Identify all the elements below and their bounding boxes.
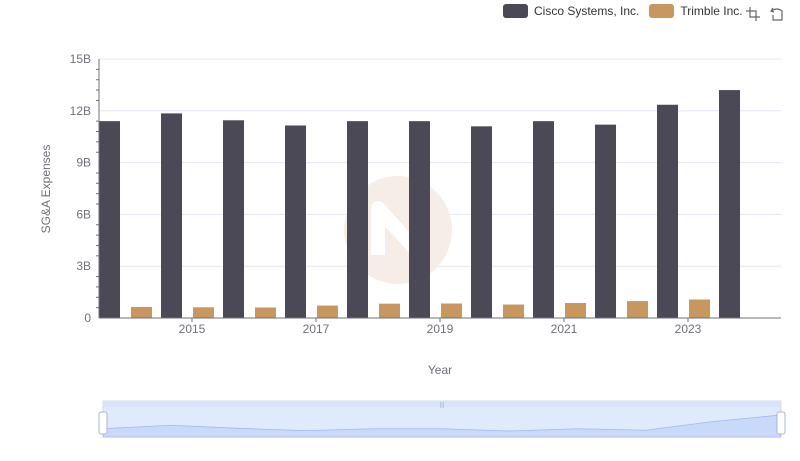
x-axis-title: Year — [428, 363, 452, 377]
legend-label-trimble: Trimble Inc. — [680, 4, 743, 18]
bar-cisco — [223, 120, 244, 319]
bar-cisco — [99, 121, 120, 318]
bar-cisco — [533, 121, 554, 318]
axes — [96, 59, 781, 322]
chart-toolbox — [745, 6, 785, 22]
svg-text:|||: ||| — [440, 403, 445, 409]
bar-trimble — [255, 307, 276, 318]
bar-trimble — [317, 305, 338, 318]
y-tick-label: 3B — [76, 259, 91, 273]
bar-trimble — [503, 304, 524, 318]
data-zoom-handle-right[interactable] — [776, 411, 786, 435]
y-tick-label: 9B — [76, 156, 91, 170]
x-tick-labels: 2015 2017 2019 2021 2023 — [179, 322, 702, 336]
bar-trimble — [627, 301, 648, 318]
legend-item-trimble[interactable]: Trimble Inc. — [649, 4, 743, 18]
bar-cisco — [595, 124, 616, 318]
bar-trimble — [379, 303, 400, 318]
x-tick-label: 2017 — [303, 322, 330, 336]
y-tick-label: 12B — [70, 104, 91, 118]
x-tick-label: 2015 — [179, 322, 206, 336]
bar-cisco — [471, 126, 492, 318]
legend-item-cisco[interactable]: Cisco Systems, Inc. — [503, 4, 639, 18]
chart-legend: Cisco Systems, Inc. Trimble Inc. — [503, 4, 743, 18]
bar-trimble — [131, 306, 152, 318]
x-tick-label: 2021 — [551, 322, 578, 336]
legend-swatch-trimble — [649, 4, 675, 18]
data-zoom-move-bar[interactable] — [103, 401, 781, 407]
bar-cisco — [409, 121, 430, 318]
bars — [99, 90, 740, 319]
bar-trimble — [689, 299, 710, 318]
y-tick-labels: 0 3B 6B 9B 12B 15B — [70, 52, 92, 325]
legend-label-cisco: Cisco Systems, Inc. — [534, 4, 640, 18]
zoom-icon[interactable] — [745, 6, 761, 22]
x-tick-label: 2023 — [675, 322, 702, 336]
bar-cisco — [285, 125, 306, 318]
y-tick-label: 15B — [70, 52, 91, 66]
x-tick-label: 2019 — [427, 322, 454, 336]
y-axis-title: SG&A Expenses — [39, 145, 53, 234]
legend-swatch-cisco — [503, 4, 528, 18]
data-zoom-slider[interactable]: ||| — [98, 400, 786, 438]
bar-cisco — [347, 121, 368, 318]
y-tick-label: 6B — [76, 207, 91, 221]
bar-trimble — [441, 303, 462, 318]
data-zoom-handle-left[interactable] — [98, 411, 108, 435]
bar-trimble — [193, 307, 214, 318]
bar-cisco — [657, 104, 678, 318]
y-tick-label: 0 — [84, 311, 91, 325]
bar-trimble — [565, 302, 586, 318]
bar-cisco — [161, 113, 182, 318]
bar-cisco — [719, 90, 740, 318]
restore-icon[interactable] — [769, 6, 785, 22]
